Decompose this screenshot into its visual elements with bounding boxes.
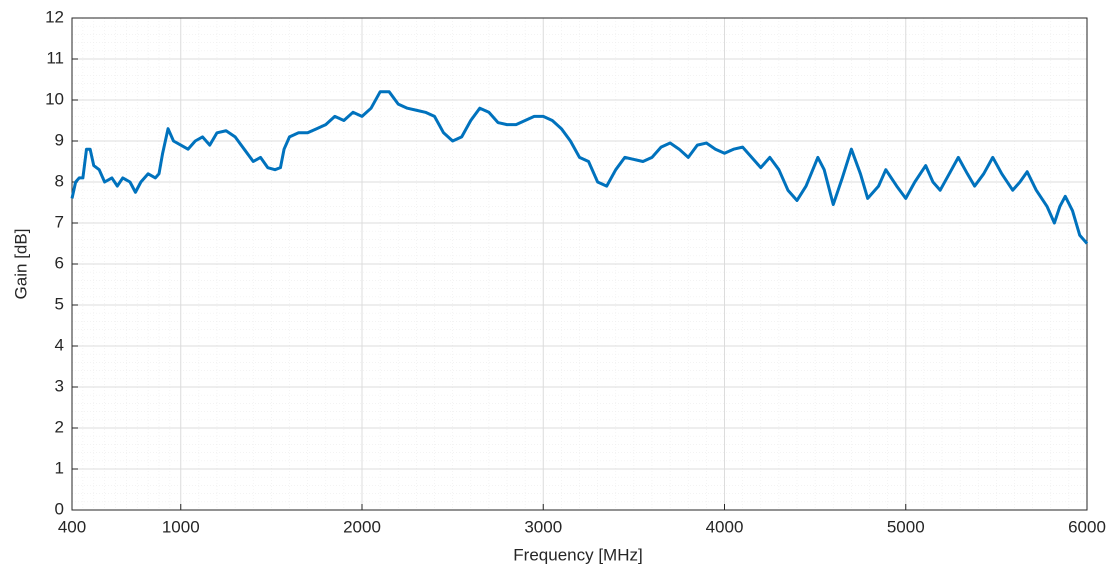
- x-tick-label: 5000: [887, 517, 925, 536]
- plot-frame: [71, 17, 1088, 511]
- y-axis-label: Gain [dB]: [11, 229, 30, 300]
- x-tick-label: 4000: [706, 517, 744, 536]
- y-tick-label: 11: [46, 48, 64, 67]
- y-tick-label: 0: [55, 499, 64, 518]
- y-tick-label: 10: [45, 89, 64, 108]
- y-tick-label: 7: [55, 212, 64, 231]
- y-tick-label: 2: [55, 417, 64, 436]
- x-tick-label: 1000: [162, 517, 200, 536]
- x-axis-label: Frequency [MHz]: [513, 545, 642, 564]
- y-tick-label: 9: [55, 130, 64, 149]
- x-tick-label: 400: [58, 517, 86, 536]
- y-tick-label: 5: [55, 294, 64, 313]
- y-tick-label: 12: [45, 7, 64, 26]
- y-tick-label: 3: [55, 376, 64, 395]
- x-tick-label: 6000: [1068, 517, 1106, 536]
- y-tick-label: 8: [55, 171, 64, 190]
- y-tick-label: 6: [55, 253, 64, 272]
- line-series: [70, 90, 1089, 245]
- y-tick-label: 4: [55, 335, 64, 354]
- x-tick-label: 3000: [524, 517, 562, 536]
- y-tick-label: 1: [55, 458, 64, 477]
- x-tick-label: 2000: [343, 517, 381, 536]
